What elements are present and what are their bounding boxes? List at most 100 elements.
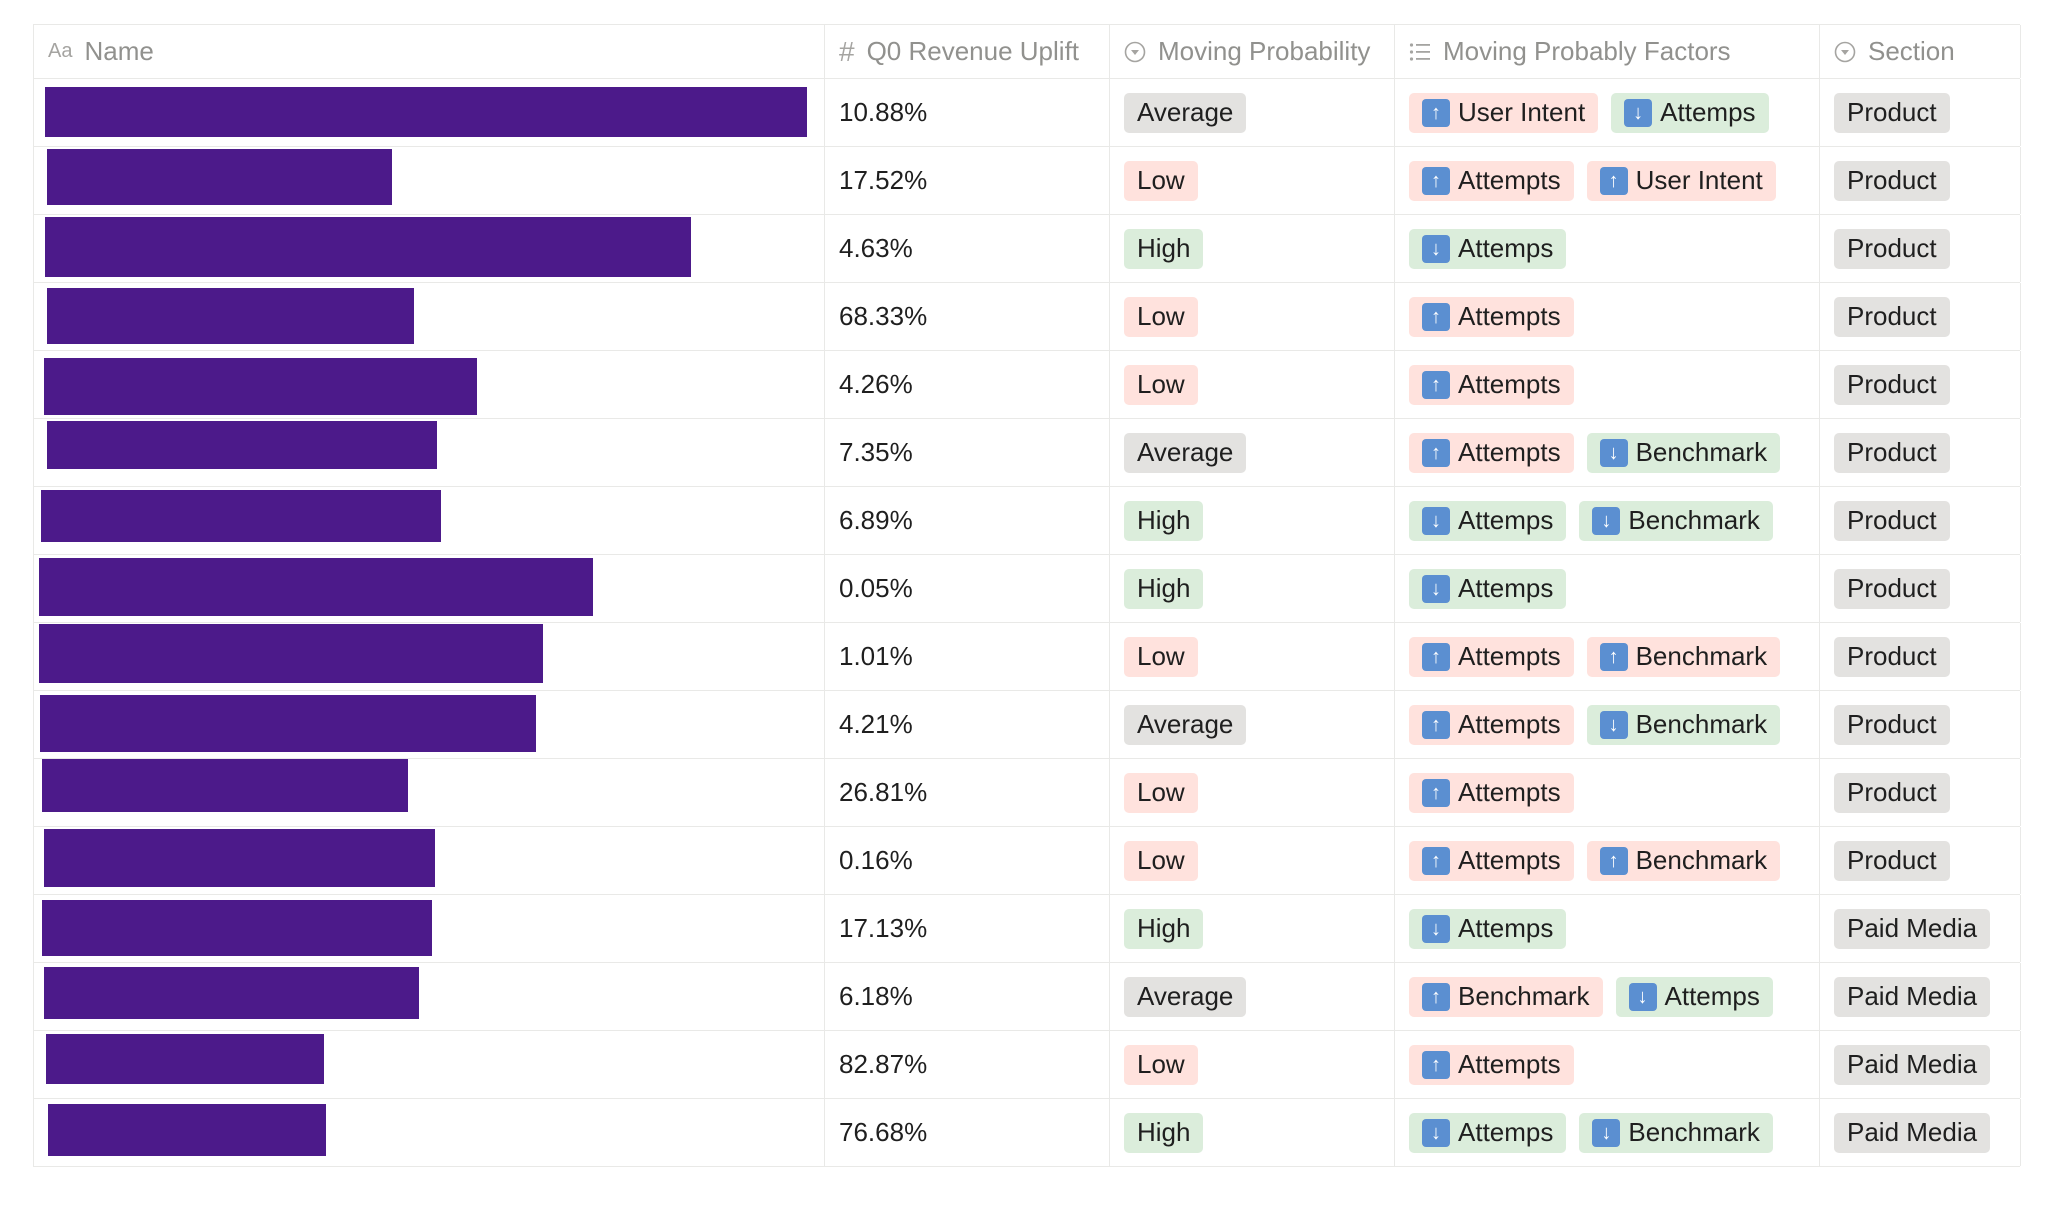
probability-tag[interactable]: Average: [1124, 432, 1247, 473]
name-cell[interactable]: [34, 895, 825, 962]
section-tag[interactable]: Paid Media: [1834, 976, 1991, 1017]
name-cell[interactable]: [34, 963, 825, 1030]
table-row[interactable]: 4.26% Low ↑ Attempts Product: [33, 351, 2021, 419]
name-cell[interactable]: [34, 1031, 825, 1098]
uplift-cell[interactable]: 0.05%: [825, 555, 1110, 622]
factors-cell[interactable]: ↑ Attempts ↑ Benchmark: [1395, 623, 1820, 690]
section-cell[interactable]: Product: [1820, 79, 2021, 146]
uplift-cell[interactable]: 82.87%: [825, 1031, 1110, 1098]
uplift-cell[interactable]: 76.68%: [825, 1099, 1110, 1166]
section-cell[interactable]: Product: [1820, 215, 2021, 282]
table-row[interactable]: 26.81% Low ↑ Attempts Product: [33, 759, 2021, 827]
factors-cell[interactable]: ↑ User Intent ↓ Attemps: [1395, 79, 1820, 146]
table-row[interactable]: 68.33% Low ↑ Attempts Product: [33, 283, 2021, 351]
table-row[interactable]: 82.87% Low ↑ Attempts Paid Media: [33, 1031, 2021, 1099]
section-tag[interactable]: Product: [1834, 92, 1950, 133]
section-cell[interactable]: Product: [1820, 419, 2021, 486]
table-row[interactable]: 4.21% Average ↑ Attempts ↓ Benchmark Product: [33, 691, 2021, 759]
factor-tag[interactable]: ↓ Benchmark: [1579, 500, 1773, 541]
uplift-cell[interactable]: 17.13%: [825, 895, 1110, 962]
probability-tag[interactable]: Average: [1124, 92, 1247, 133]
factor-tag[interactable]: ↑ Benchmark: [1409, 976, 1603, 1017]
table-row[interactable]: 1.01% Low ↑ Attempts ↑ Benchmark Product: [33, 623, 2021, 691]
probability-tag[interactable]: High: [1124, 908, 1204, 949]
name-cell[interactable]: [34, 419, 825, 486]
factor-tag[interactable]: ↑ Attempts: [1409, 364, 1574, 405]
section-cell[interactable]: Paid Media: [1820, 1099, 2021, 1166]
factors-cell[interactable]: ↓ Attemps: [1395, 555, 1820, 622]
factor-tag[interactable]: ↓ Attemps: [1409, 228, 1567, 269]
uplift-cell[interactable]: 7.35%: [825, 419, 1110, 486]
factor-tag[interactable]: ↓ Attemps: [1409, 500, 1567, 541]
table-row[interactable]: 0.05% High ↓ Attemps Product: [33, 555, 2021, 623]
uplift-cell[interactable]: 17.52%: [825, 147, 1110, 214]
section-tag[interactable]: Product: [1834, 636, 1950, 677]
probability-tag[interactable]: Low: [1124, 364, 1198, 405]
section-cell[interactable]: Product: [1820, 827, 2021, 894]
probability-tag[interactable]: Low: [1124, 772, 1198, 813]
probability-cell[interactable]: High: [1110, 215, 1395, 282]
name-cell[interactable]: [34, 555, 825, 622]
probability-cell[interactable]: Average: [1110, 419, 1395, 486]
table-row[interactable]: 4.63% High ↓ Attemps Product: [33, 215, 2021, 283]
factor-tag[interactable]: ↓ Benchmark: [1579, 1112, 1773, 1153]
section-tag[interactable]: Product: [1834, 228, 1950, 269]
uplift-cell[interactable]: 10.88%: [825, 79, 1110, 146]
factor-tag[interactable]: ↓ Benchmark: [1586, 704, 1781, 745]
name-cell[interactable]: [34, 283, 825, 350]
name-cell[interactable]: [34, 759, 825, 826]
probability-tag[interactable]: Low: [1124, 296, 1198, 337]
section-tag[interactable]: Product: [1834, 840, 1950, 881]
section-tag[interactable]: Product: [1834, 772, 1950, 813]
factor-tag[interactable]: ↑ Attempts: [1409, 296, 1574, 337]
factor-tag[interactable]: ↑ Attempts: [1409, 432, 1574, 473]
table-row[interactable]: 6.18% Average ↑ Benchmark ↓ Attemps Paid Media: [33, 963, 2021, 1031]
probability-tag[interactable]: Low: [1124, 840, 1198, 881]
name-cell[interactable]: [34, 487, 825, 554]
section-cell[interactable]: Product: [1820, 759, 2021, 826]
section-tag[interactable]: Product: [1834, 432, 1950, 473]
name-cell[interactable]: [34, 1099, 825, 1166]
factors-cell[interactable]: ↓ Attemps: [1395, 215, 1820, 282]
factors-cell[interactable]: ↑ Attempts: [1395, 759, 1820, 826]
table-row[interactable]: 17.52% Low ↑ Attempts ↑ User Intent Product: [33, 147, 2021, 215]
probability-cell[interactable]: Average: [1110, 79, 1395, 146]
section-tag[interactable]: Product: [1834, 296, 1950, 337]
name-cell[interactable]: [34, 691, 825, 758]
probability-cell[interactable]: Low: [1110, 1031, 1395, 1098]
uplift-cell[interactable]: 6.89%: [825, 487, 1110, 554]
probability-tag[interactable]: High: [1124, 1112, 1204, 1153]
name-cell[interactable]: [34, 351, 825, 418]
probability-tag[interactable]: High: [1124, 500, 1204, 541]
section-tag[interactable]: Product: [1834, 568, 1950, 609]
factor-tag[interactable]: ↓ Attemps: [1409, 908, 1567, 949]
probability-cell[interactable]: High: [1110, 895, 1395, 962]
section-tag[interactable]: Paid Media: [1834, 1044, 1991, 1085]
column-header-uplift[interactable]: # Q0 Revenue Uplift: [825, 25, 1110, 78]
table-row[interactable]: 76.68% High ↓ Attemps ↓ Benchmark Paid Media: [33, 1099, 2021, 1167]
factor-tag[interactable]: ↓ Attemps: [1409, 1112, 1567, 1153]
factor-tag[interactable]: ↑ Attempts: [1409, 840, 1574, 881]
column-header-section[interactable]: Section: [1820, 25, 2021, 78]
probability-cell[interactable]: High: [1110, 555, 1395, 622]
uplift-cell[interactable]: 1.01%: [825, 623, 1110, 690]
uplift-cell[interactable]: 6.18%: [825, 963, 1110, 1030]
name-cell[interactable]: [34, 827, 825, 894]
uplift-cell[interactable]: 4.63%: [825, 215, 1110, 282]
section-tag[interactable]: Product: [1834, 500, 1950, 541]
factor-tag[interactable]: ↑ Attempts: [1409, 704, 1574, 745]
probability-tag[interactable]: Low: [1124, 1044, 1198, 1085]
section-cell[interactable]: Product: [1820, 147, 2021, 214]
section-cell[interactable]: Product: [1820, 351, 2021, 418]
name-cell[interactable]: [34, 147, 825, 214]
section-tag[interactable]: Product: [1834, 160, 1950, 201]
factor-tag[interactable]: ↑ Attempts: [1409, 772, 1574, 813]
probability-cell[interactable]: Low: [1110, 147, 1395, 214]
table-row[interactable]: 0.16% Low ↑ Attempts ↑ Benchmark Product: [33, 827, 2021, 895]
factor-tag[interactable]: ↓ Attemps: [1409, 568, 1567, 609]
probability-cell[interactable]: High: [1110, 487, 1395, 554]
name-cell[interactable]: [34, 623, 825, 690]
factor-tag[interactable]: ↓ Attemps: [1615, 976, 1773, 1017]
section-cell[interactable]: Product: [1820, 623, 2021, 690]
uplift-cell[interactable]: 68.33%: [825, 283, 1110, 350]
